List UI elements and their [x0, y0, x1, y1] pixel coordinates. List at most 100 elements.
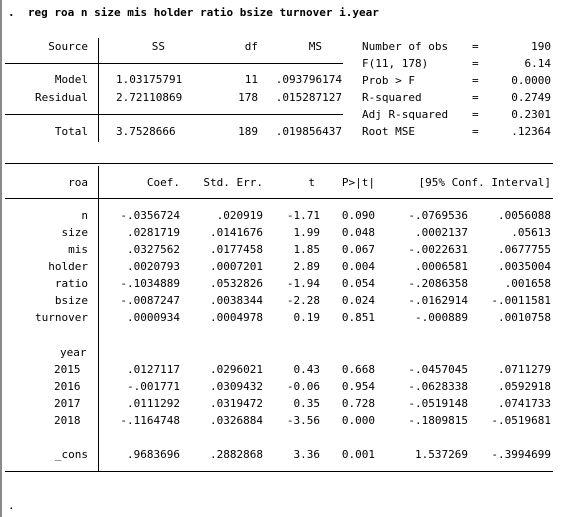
coef-header-t: t [308, 176, 315, 189]
anova-total-df: 189 [238, 125, 258, 138]
coef-cell-ci-high: .0741733 [498, 397, 551, 410]
command-line: . reg roa n size mis holder ratio bsize … [8, 6, 379, 19]
coef-bottom-rule [5, 471, 553, 472]
coef-cell-t: -3.56 [286, 414, 320, 427]
coef-cell-se: .0177458 [210, 243, 263, 256]
coef-cell-se: .0007201 [210, 260, 263, 273]
coef-cell-coef: .0000934 [127, 311, 180, 324]
coef-cell-t: 0.19 [293, 311, 321, 324]
coef-cell-coef: -.0087247 [120, 294, 180, 307]
coef-cell-ci-low: .0006581 [415, 260, 468, 273]
stat-label: Root MSE [362, 125, 415, 138]
anova-header-ms: MS [308, 40, 322, 53]
stat-value: 0.2749 [511, 91, 551, 104]
coef-cell-t: 1.99 [293, 226, 321, 239]
anova-header-df: df [244, 40, 258, 53]
coef-header-coef: Coef. [146, 176, 180, 189]
anova-row-ms: .015287127 [275, 91, 342, 104]
coef-cell-p: 0.001 [341, 448, 375, 461]
anova-total-ms: .019856437 [275, 125, 342, 138]
anova-separator [98, 38, 99, 142]
coef-cell-var: 2016 [54, 380, 81, 393]
coef-cell-p: 0.000 [341, 414, 375, 427]
coef-cell-ci-low: -.0022631 [408, 243, 468, 256]
coef-cell-ci-low: -.000889 [415, 311, 468, 324]
coef-cell-var: 2018 [54, 414, 81, 427]
coef-cell-ci-high: .05613 [511, 226, 551, 239]
coef-cell-p: 0.048 [341, 226, 375, 239]
stat-value: 0.2301 [511, 108, 551, 121]
coef-cell-se: .2882868 [210, 448, 263, 461]
coef-cell-var: mis [68, 243, 88, 256]
coef-header-p: P>|t| [341, 176, 375, 189]
coef-cell-var: turnover [35, 311, 88, 324]
anova-row-label: Model [54, 73, 88, 86]
coef-header-se: Std. Err. [203, 176, 263, 189]
coef-cell-ci-high: -.3994699 [491, 448, 551, 461]
coef-cell-t: 0.35 [293, 397, 321, 410]
anova-header-ss: SS [151, 40, 165, 53]
coef-cell-ci-high: .0056088 [498, 209, 551, 222]
coef-cell-ci-low: -.0162914 [408, 294, 468, 307]
anova-total-ss: 3.7528666 [116, 125, 176, 138]
coef-cell-ci-low: -.0769536 [408, 209, 468, 222]
anova-total-label: Total [54, 125, 88, 138]
anova-row-ms: .093796174 [275, 73, 342, 86]
stat-label: Number of obs [362, 40, 449, 53]
coef-separator [98, 166, 99, 472]
stat-equals: = [472, 108, 479, 121]
coef-cell-ci-high: .001658 [504, 277, 551, 290]
coef-cell-se: .020919 [216, 209, 263, 222]
stat-label: Adj R-squared [362, 108, 449, 121]
coef-cell-se: .0309432 [210, 380, 263, 393]
coef-cell-p: 0.024 [341, 294, 375, 307]
prompt-dot: . [8, 499, 15, 512]
stat-equals: = [472, 74, 479, 87]
coef-cell-coef: .0327562 [127, 243, 180, 256]
coef-cell-coef: -.1164748 [120, 414, 180, 427]
factor-label-year: year [60, 346, 87, 359]
coef-top-rule [5, 163, 553, 164]
coef-cell-ci-high: -.0519681 [491, 414, 551, 427]
coef-cell-se: .0296021 [210, 363, 263, 376]
coef-cell-coef: -.1034889 [120, 277, 180, 290]
coef-cell-t: 1.85 [293, 243, 321, 256]
coef-cell-t: 2.89 [293, 260, 321, 273]
coef-cell-coef: -.0356724 [120, 209, 180, 222]
coef-cell-coef: .0111292 [127, 397, 180, 410]
coef-cell-ci-high: .0711279 [498, 363, 551, 376]
window-left-border [0, 0, 2, 517]
coef-cell-var: n [81, 209, 88, 222]
stat-value: .12364 [511, 125, 551, 138]
coef-cell-var: _cons [54, 448, 88, 461]
anova-header-source: Source [48, 40, 88, 53]
coef-cell-p: 0.728 [341, 397, 375, 410]
stat-label: R-squared [362, 91, 422, 104]
coef-header-depvar: roa [68, 176, 88, 189]
coef-cell-ci-low: -.0457045 [408, 363, 468, 376]
stat-equals: = [472, 125, 479, 138]
coef-header-rule [5, 198, 553, 199]
anova-header-rule [5, 63, 343, 64]
coef-cell-t: -1.71 [286, 209, 320, 222]
coef-cell-se: .0141676 [210, 226, 263, 239]
anova-row-df: 11 [244, 73, 258, 86]
coef-cell-t: -1.94 [286, 277, 320, 290]
coef-cell-t: -2.28 [286, 294, 320, 307]
coef-cell-p: 0.954 [341, 380, 375, 393]
coef-cell-var: size [61, 226, 89, 239]
anova-row-df: 178 [238, 91, 258, 104]
coef-cell-ci-high: .0592918 [498, 380, 551, 393]
stat-value: 6.14 [524, 57, 552, 70]
coef-cell-var: holder [48, 260, 88, 273]
coef-cell-ci-high: .0677755 [498, 243, 551, 256]
coef-cell-var: bsize [54, 294, 88, 307]
stat-value: 0.0000 [511, 74, 551, 87]
coef-cell-ci-low: -.1809815 [408, 414, 468, 427]
stat-label: F(11, 178) [362, 57, 429, 70]
coef-cell-t: 0.43 [293, 363, 321, 376]
coef-cell-ci-low: .0002137 [415, 226, 468, 239]
coef-cell-t: -0.06 [286, 380, 320, 393]
coef-cell-p: 0.851 [341, 311, 375, 324]
coef-cell-coef: .9683696 [127, 448, 180, 461]
